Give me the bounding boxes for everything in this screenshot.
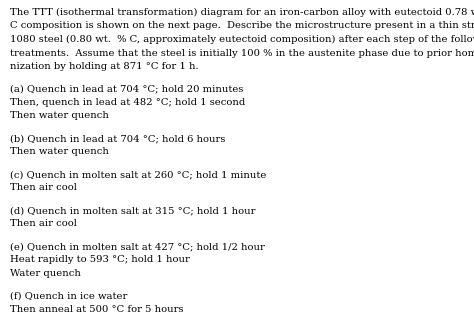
Text: Then water quench: Then water quench <box>10 112 109 121</box>
Text: Then, quench in lead at 482 °C; hold 1 second: Then, quench in lead at 482 °C; hold 1 s… <box>10 98 245 107</box>
Text: Then air cool: Then air cool <box>10 219 77 229</box>
Text: Then anneal at 500 °C for 5 hours: Then anneal at 500 °C for 5 hours <box>10 305 183 314</box>
Text: (a) Quench in lead at 704 °C; hold 20 minutes: (a) Quench in lead at 704 °C; hold 20 mi… <box>10 84 243 94</box>
Text: Then water quench: Then water quench <box>10 147 109 157</box>
Text: Water quench: Water quench <box>10 269 81 278</box>
Text: Heat rapidly to 593 °C; hold 1 hour: Heat rapidly to 593 °C; hold 1 hour <box>10 255 190 265</box>
Text: Then air cool: Then air cool <box>10 183 77 193</box>
Text: (d) Quench in molten salt at 315 °C; hold 1 hour: (d) Quench in molten salt at 315 °C; hol… <box>10 206 255 215</box>
Text: 1080 steel (0.80 wt.  % C, approximately eutectoid composition) after each step : 1080 steel (0.80 wt. % C, approximately … <box>10 35 474 44</box>
Text: (e) Quench in molten salt at 427 °C; hold 1/2 hour: (e) Quench in molten salt at 427 °C; hol… <box>10 242 265 251</box>
Text: treatments.  Assume that the steel is initially 100 % in the austenite phase due: treatments. Assume that the steel is ini… <box>10 48 474 58</box>
Text: The TTT (isothermal transformation) diagram for an iron-carbon alloy with eutect: The TTT (isothermal transformation) diag… <box>10 8 474 17</box>
Text: (f) Quench in ice water: (f) Quench in ice water <box>10 291 128 301</box>
Text: (b) Quench in lead at 704 °C; hold 6 hours: (b) Quench in lead at 704 °C; hold 6 hou… <box>10 134 225 143</box>
Text: (c) Quench in molten salt at 260 °C; hold 1 minute: (c) Quench in molten salt at 260 °C; hol… <box>10 170 266 179</box>
Text: nization by holding at 871 °C for 1 h.: nization by holding at 871 °C for 1 h. <box>10 62 199 71</box>
Text: C composition is shown on the next page.  Describe the microstructure present in: C composition is shown on the next page.… <box>10 22 474 30</box>
